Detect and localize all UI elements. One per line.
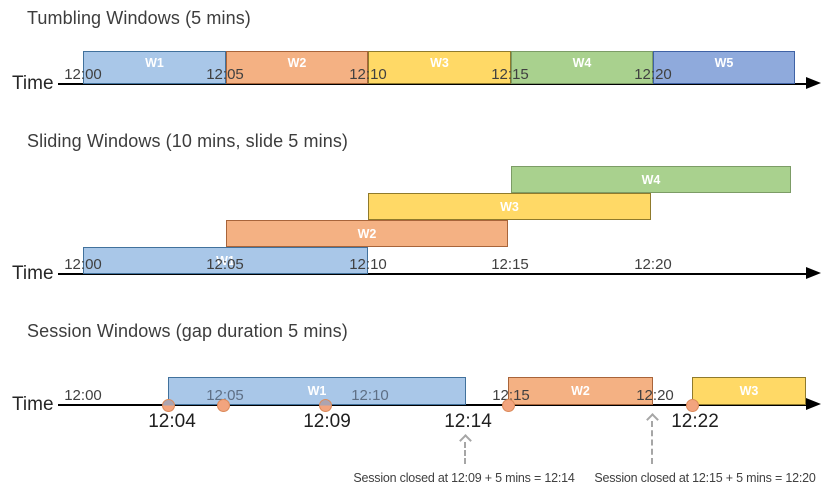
tumbling-window-w4: W4 bbox=[511, 51, 653, 84]
sliding-window-w1: W1 bbox=[83, 247, 368, 274]
sliding-time-axis-label: Time bbox=[12, 263, 54, 284]
sliding-window-label-w2: W2 bbox=[357, 226, 377, 241]
session-tick-12-00: 12:00 bbox=[64, 387, 102, 404]
session-window-w2: W2 bbox=[508, 377, 653, 405]
tumbling-tick-12-10: 12:10 bbox=[349, 66, 387, 83]
event-dot-1 bbox=[161, 399, 175, 412]
sliding-tick-12-10: 12:10 bbox=[349, 256, 387, 273]
event-dot-5 bbox=[685, 399, 699, 412]
event-dot-3 bbox=[318, 399, 332, 412]
event-dot-4 bbox=[501, 399, 515, 412]
tumbling-window-label-w2: W2 bbox=[287, 56, 307, 70]
tumbling-tick-12-05: 12:05 bbox=[206, 66, 244, 83]
session-time-axis bbox=[58, 404, 806, 406]
tumbling-window-w3: W3 bbox=[368, 51, 511, 84]
sliding-tick-12-05: 12:05 bbox=[206, 256, 244, 273]
session-time-axis-label: Time bbox=[12, 394, 54, 415]
tumbling-window-w1: W1 bbox=[83, 51, 226, 84]
tumbling-window-w2: W2 bbox=[226, 51, 368, 84]
tumbling-window-w5: W5 bbox=[653, 51, 795, 84]
annotation-arrow-line-2 bbox=[651, 421, 653, 464]
tumbling-axis-arrowhead-icon bbox=[806, 77, 821, 89]
session-tick-12-15: 12:15 bbox=[492, 387, 530, 404]
session-closed-annotation-2: Session closed at 12:15 + 5 mins = 12:20 bbox=[594, 471, 816, 485]
session-axis-arrowhead-icon bbox=[806, 398, 821, 410]
sliding-tick-12-15: 12:15 bbox=[491, 256, 529, 273]
tumbling-section-title: Tumbling Windows (5 mins) bbox=[27, 8, 251, 28]
session-section-title: Session Windows (gap duration 5 mins) bbox=[27, 321, 348, 341]
sliding-time-axis bbox=[58, 273, 806, 275]
event-time-label-12-04: 12:04 bbox=[148, 411, 196, 432]
session-window-w3: W3 bbox=[692, 377, 806, 405]
tumbling-window-label-w1: W1 bbox=[145, 56, 164, 70]
sliding-window-w4: W4 bbox=[511, 166, 791, 193]
tumbling-window-label-w4: W4 bbox=[572, 56, 592, 70]
tumbling-window-label-w3: W3 bbox=[430, 56, 449, 70]
sliding-section-title: Sliding Windows (10 mins, slide 5 mins) bbox=[27, 131, 349, 151]
tumbling-window-label-w5: W5 bbox=[714, 56, 734, 70]
tumbling-tick-12-00: 12:00 bbox=[64, 66, 102, 83]
sliding-window-label-w1: W1 bbox=[216, 253, 235, 268]
session-tick-12-05: 12:05 bbox=[206, 387, 244, 404]
sliding-tick-12-00: 12:00 bbox=[64, 256, 102, 273]
session-tick-12-10: 12:10 bbox=[351, 387, 389, 404]
session-tick-12-20: 12:20 bbox=[636, 387, 674, 404]
sliding-axis-arrowhead-icon bbox=[806, 267, 821, 279]
session-window-label-w3: W3 bbox=[739, 384, 759, 398]
session-window-label-w1: W1 bbox=[307, 384, 327, 398]
event-dot-2 bbox=[216, 399, 230, 412]
tumbling-tick-12-15: 12:15 bbox=[491, 66, 529, 83]
event-time-label-12-14: 12:14 bbox=[444, 411, 492, 432]
event-time-label-12-22: 12:22 bbox=[671, 411, 719, 432]
tumbling-time-axis bbox=[58, 83, 806, 85]
session-closed-annotation-1: Session closed at 12:09 + 5 mins = 12:14 bbox=[353, 471, 575, 485]
annotation-arrow-line-1 bbox=[464, 442, 466, 464]
sliding-window-label-w4: W4 bbox=[641, 172, 661, 187]
sliding-window-label-w3: W3 bbox=[500, 199, 519, 214]
session-window-label-w2: W2 bbox=[571, 384, 590, 398]
sliding-tick-12-20: 12:20 bbox=[634, 256, 672, 273]
tumbling-tick-12-20: 12:20 bbox=[634, 66, 672, 83]
sliding-window-w2: W2 bbox=[226, 220, 508, 247]
event-time-label-12-09: 12:09 bbox=[303, 411, 351, 432]
sliding-window-w3: W3 bbox=[368, 193, 651, 220]
tumbling-time-axis-label: Time bbox=[12, 73, 54, 94]
